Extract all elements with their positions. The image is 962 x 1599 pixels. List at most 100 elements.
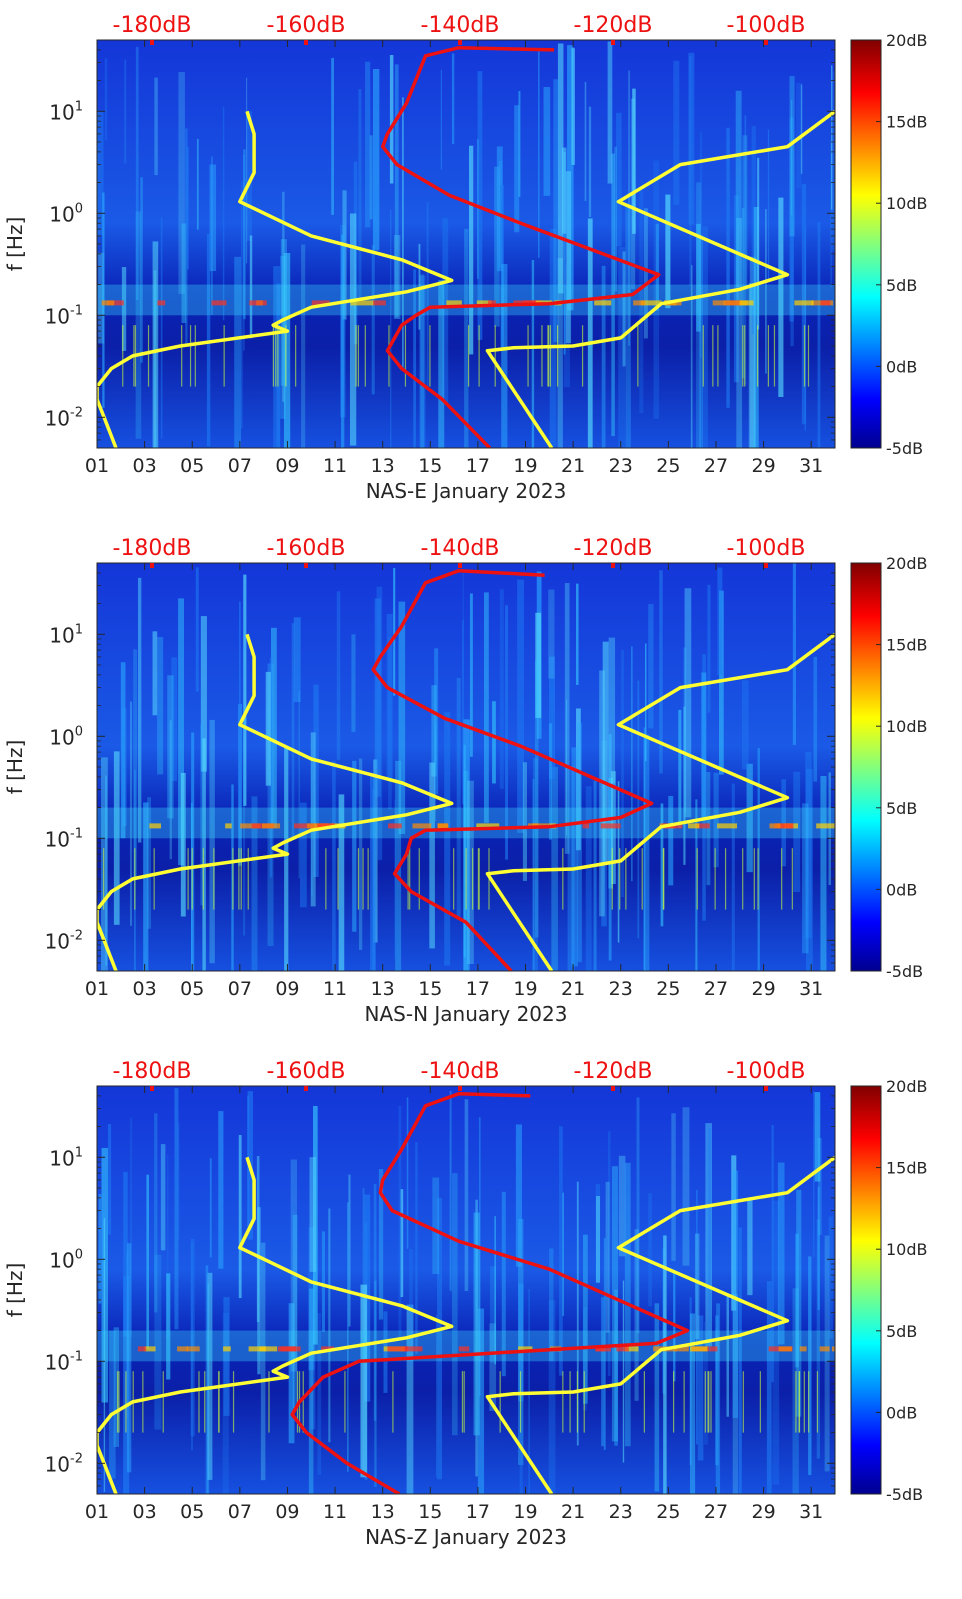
x-tick-label: 09 xyxy=(275,1501,299,1523)
x-tick-label: 15 xyxy=(418,455,442,477)
colorbar-tick-label: 5dB xyxy=(886,799,917,818)
y-tick-label: 10-2 xyxy=(45,1451,83,1476)
x-tick-label: 11 xyxy=(323,455,347,477)
series-line-3 xyxy=(371,568,654,971)
x-tick-label: 31 xyxy=(799,978,823,1000)
top-db-tick-label: -120dB xyxy=(574,536,653,561)
y-tick-label: 10-1 xyxy=(45,303,83,328)
colorbar-tick-label: 5dB xyxy=(886,1322,917,1341)
top-db-tick-label: -100dB xyxy=(727,1059,806,1084)
x-tick-label: 15 xyxy=(418,978,442,1000)
y-axis-label: f [Hz] xyxy=(3,740,27,795)
colorbar-tick-label: 5dB xyxy=(886,276,917,295)
x-tick-label: 23 xyxy=(609,455,633,477)
colorbar-tick-label: 15dB xyxy=(886,1159,928,1178)
top-db-tick-label: -160dB xyxy=(267,13,346,38)
y-tick-label: 101 xyxy=(49,1145,83,1170)
x-tick-label: 15 xyxy=(418,1501,442,1523)
top-db-tick-label: -100dB xyxy=(727,13,806,38)
x-tick-label: 29 xyxy=(751,455,775,477)
x-tick-label: 11 xyxy=(323,978,347,1000)
y-tick-label: 10-1 xyxy=(45,1349,83,1374)
x-tick-label: 01 xyxy=(85,978,109,1000)
y-axis-label: f [Hz] xyxy=(3,217,27,272)
colorbar-tick-label: 0dB xyxy=(886,1403,917,1422)
series-line-3 xyxy=(380,45,661,448)
series-line-3 xyxy=(290,1091,690,1494)
y-tick-label: 100 xyxy=(49,201,83,226)
top-db-tick-label: -140dB xyxy=(421,1059,500,1084)
y-tick-label: 10-2 xyxy=(45,928,83,953)
colorbar-tick-label: -5dB xyxy=(886,439,923,458)
top-db-tick-label: -120dB xyxy=(574,13,653,38)
colorbar-tick-label: 0dB xyxy=(886,880,917,899)
y-axis-label: f [Hz] xyxy=(3,1263,27,1318)
x-tick-label: 07 xyxy=(228,455,252,477)
x-tick-label: 13 xyxy=(371,978,395,1000)
y-tick-label: 10-2 xyxy=(45,405,83,430)
colorbar-tick-label: 10dB xyxy=(886,717,928,736)
x-tick-label: 17 xyxy=(466,455,490,477)
x-tick-label: 25 xyxy=(656,455,680,477)
top-db-tick-label: -160dB xyxy=(267,1059,346,1084)
colorbar-tick-label: 10dB xyxy=(886,194,928,213)
y-tick-label: 100 xyxy=(49,724,83,749)
y-tick-label: 100 xyxy=(49,1247,83,1272)
x-tick-label: 01 xyxy=(85,455,109,477)
x-tick-label: 07 xyxy=(228,978,252,1000)
x-tick-label: 13 xyxy=(371,455,395,477)
x-tick-label: 17 xyxy=(466,978,490,1000)
x-tick-label: 13 xyxy=(371,1501,395,1523)
y-tick-label: 101 xyxy=(49,622,83,647)
x-axis-label: NAS-N January 2023 xyxy=(365,1002,568,1026)
top-db-tick-label: -120dB xyxy=(574,1059,653,1084)
x-tick-label: 27 xyxy=(704,978,728,1000)
x-tick-label: 31 xyxy=(799,1501,823,1523)
colorbar-tick-label: 10dB xyxy=(886,1240,928,1259)
x-tick-label: 03 xyxy=(133,455,157,477)
x-tick-label: 29 xyxy=(751,1501,775,1523)
x-tick-label: 05 xyxy=(180,978,204,1000)
colorbar-tick-label: 20dB xyxy=(886,31,928,50)
x-tick-label: 03 xyxy=(133,978,157,1000)
top-db-tick-label: -140dB xyxy=(421,536,500,561)
colorbar-tick-label: -5dB xyxy=(886,962,923,981)
series-line-1 xyxy=(97,633,454,971)
x-tick-label: 25 xyxy=(656,1501,680,1523)
x-axis-label: NAS-E January 2023 xyxy=(366,479,567,503)
colorbar-tick-label: -5dB xyxy=(886,1485,923,1504)
x-tick-label: 05 xyxy=(180,455,204,477)
x-tick-label: 21 xyxy=(561,455,585,477)
top-db-tick-label: -180dB xyxy=(113,536,192,561)
colorbar-tick-label: 15dB xyxy=(886,636,928,655)
x-tick-label: 27 xyxy=(704,1501,728,1523)
series-line-1 xyxy=(97,1156,454,1494)
series-line-1 xyxy=(97,110,454,448)
colorbar-tick-label: 15dB xyxy=(886,113,928,132)
x-tick-label: 11 xyxy=(323,1501,347,1523)
panel-3: 01 03 05 07 09 11 13 15 17 19 21 23 25 27 29 31 10-2 10-1… xyxy=(3,1059,928,1549)
x-tick-label: 27 xyxy=(704,455,728,477)
x-tick-label: 23 xyxy=(609,978,633,1000)
x-tick-label: 01 xyxy=(85,1501,109,1523)
y-tick-label: 101 xyxy=(49,99,83,124)
x-axis-label: NAS-Z January 2023 xyxy=(365,1525,567,1549)
x-tick-label: 19 xyxy=(513,978,537,1000)
top-db-tick-label: -180dB xyxy=(113,13,192,38)
spectrogram-image xyxy=(97,1086,835,1494)
x-tick-label: 19 xyxy=(513,455,537,477)
colorbar-tick-label: 20dB xyxy=(886,1077,928,1096)
colorbar xyxy=(850,562,882,972)
top-db-tick-label: -180dB xyxy=(113,1059,192,1084)
x-tick-label: 07 xyxy=(228,1501,252,1523)
series-line-2 xyxy=(485,1155,835,1494)
x-tick-label: 21 xyxy=(561,1501,585,1523)
x-tick-label: 19 xyxy=(513,1501,537,1523)
x-tick-label: 21 xyxy=(561,978,585,1000)
x-tick-label: 03 xyxy=(133,1501,157,1523)
x-tick-label: 17 xyxy=(466,1501,490,1523)
top-db-tick-label: -100dB xyxy=(727,536,806,561)
x-tick-label: 29 xyxy=(751,978,775,1000)
colorbar xyxy=(850,1085,882,1495)
